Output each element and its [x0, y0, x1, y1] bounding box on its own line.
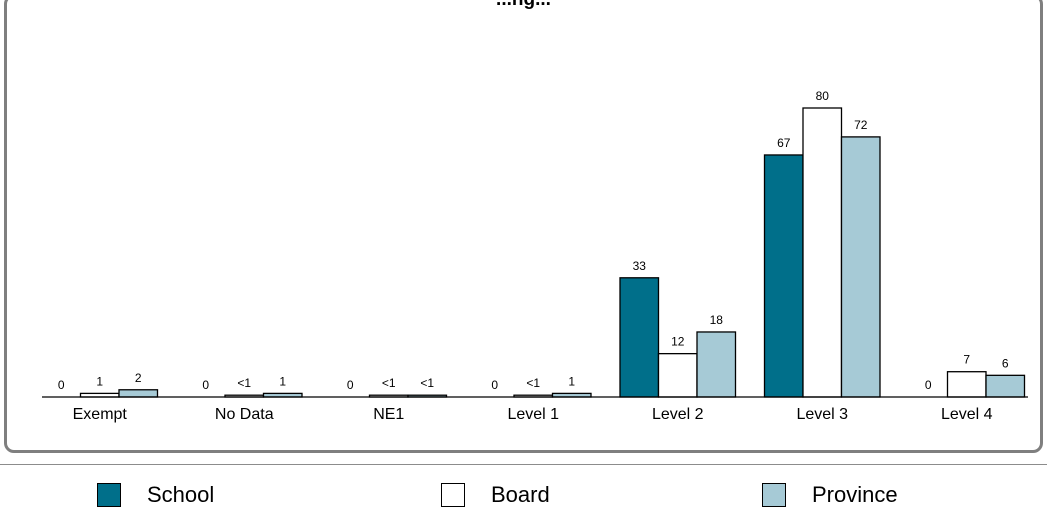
x-tick-label-5: Level 3	[796, 406, 848, 423]
x-tick-label-1: No Data	[215, 406, 274, 423]
data-label-province-0: 2	[135, 371, 142, 385]
bar-board-5	[802, 107, 843, 398]
bar-province-6	[985, 374, 1026, 398]
legend-label-board: Board	[491, 482, 550, 507]
data-label-board-1: <1	[237, 376, 251, 390]
data-label-school-6: 0	[925, 378, 932, 392]
legend-divider	[0, 464, 1047, 465]
chart-title: ...ng...	[0, 0, 1047, 10]
bar-province-5	[840, 136, 881, 398]
data-label-board-4: 12	[671, 335, 685, 349]
data-label-province-4: 18	[710, 313, 724, 327]
bar-province-0	[118, 389, 159, 398]
x-tick-label-2: NE1	[373, 406, 404, 423]
x-tick-label-3: Level 1	[507, 406, 559, 423]
bar-school-4	[619, 277, 660, 398]
data-label-province-6: 6	[1002, 356, 1009, 370]
data-label-board-2: <1	[382, 376, 396, 390]
data-label-school-0: 0	[58, 378, 65, 392]
legend-label-province: Province	[812, 482, 898, 507]
chart-frame	[4, 0, 1043, 453]
data-label-board-6: 7	[963, 353, 970, 367]
legend-swatch-province	[762, 483, 786, 507]
bar-board-6	[946, 371, 987, 398]
data-label-province-1: 1	[279, 374, 286, 388]
x-tick-label-4: Level 2	[652, 406, 704, 423]
bar-school-5	[763, 154, 804, 398]
legend-swatch-board	[441, 483, 465, 507]
legend-swatch-school	[97, 483, 121, 507]
legend-label-school: School	[147, 482, 215, 507]
data-label-school-3: 0	[491, 378, 498, 392]
bar-province-4	[696, 331, 737, 398]
data-label-school-2: 0	[347, 378, 354, 392]
data-label-board-3: <1	[526, 376, 540, 390]
data-label-board-0: 1	[96, 374, 103, 388]
x-tick-label-0: Exempt	[73, 406, 128, 423]
data-label-province-3: 1	[568, 374, 575, 388]
legend-item-province: Province	[762, 482, 898, 508]
x-tick-label-6: Level 4	[941, 406, 993, 423]
legend-item-board: Board	[441, 482, 550, 508]
data-label-province-5: 72	[854, 118, 868, 132]
data-label-province-2: <1	[420, 376, 434, 390]
data-label-school-5: 67	[777, 136, 791, 150]
data-label-school-4: 33	[633, 259, 647, 273]
legend-item-school: School	[97, 482, 214, 508]
data-label-school-1: 0	[202, 378, 209, 392]
data-label-board-5: 80	[816, 89, 830, 103]
bar-board-4	[657, 352, 698, 398]
